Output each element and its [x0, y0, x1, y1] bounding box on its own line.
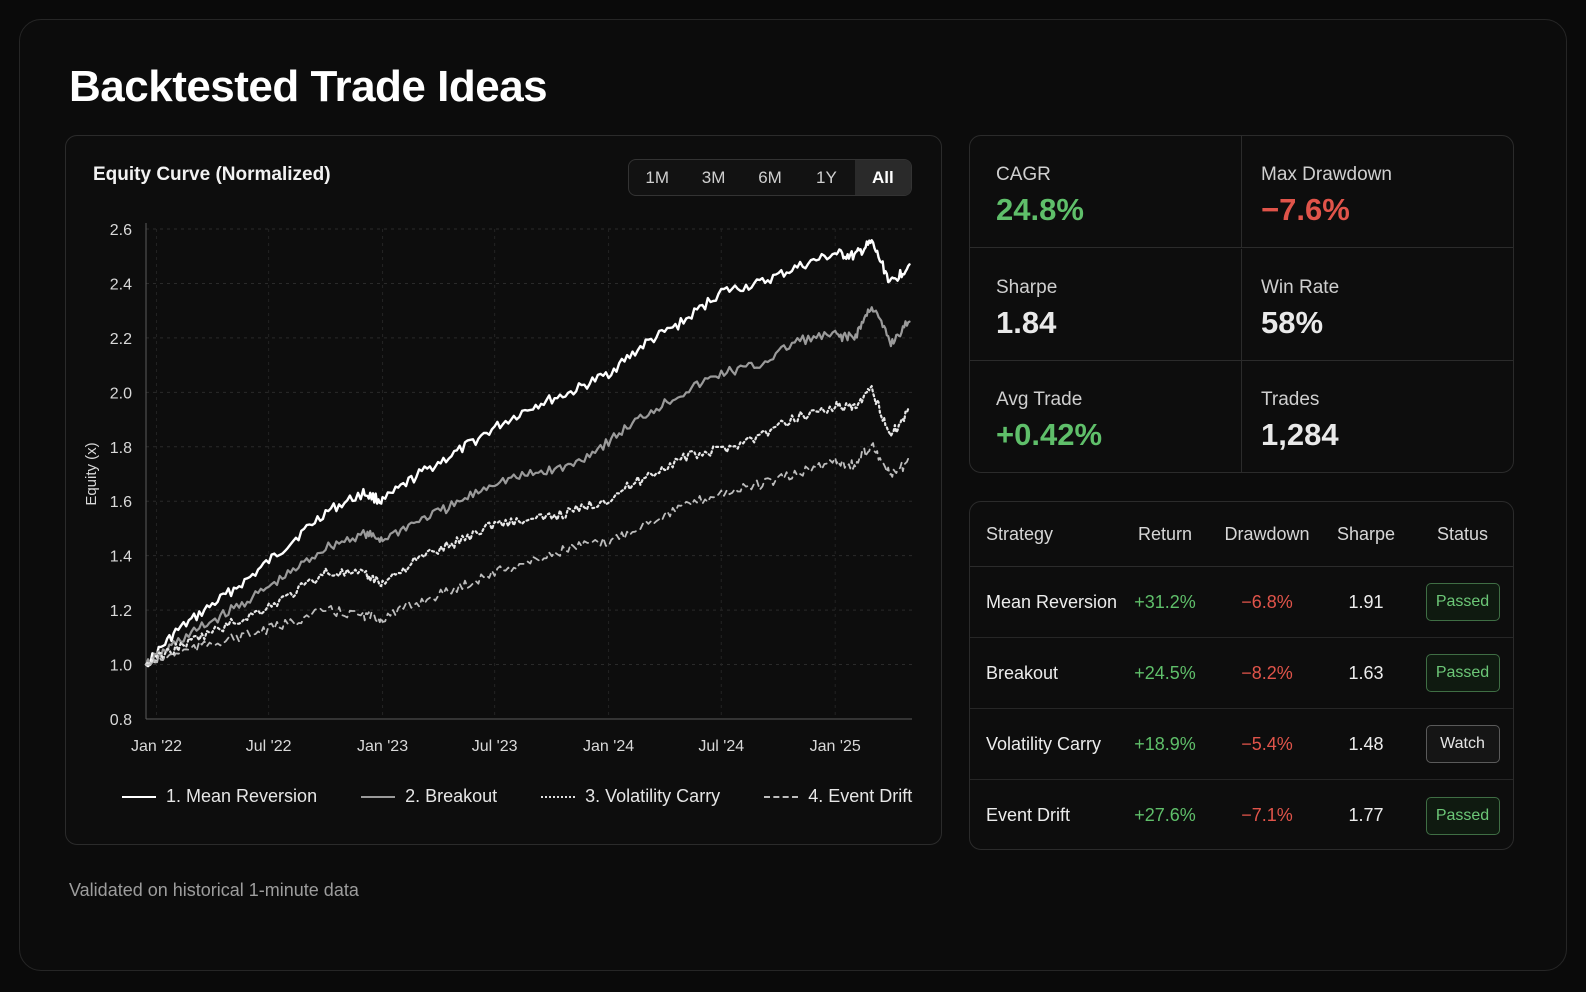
- range-selector: 1M 3M 6M 1Y All: [628, 159, 912, 196]
- table-row[interactable]: Event Drift +27.6% −7.1% 1.77 Passed: [970, 780, 1513, 849]
- x-tick-label: Jul '23: [472, 738, 518, 755]
- x-tick-label: Jan '25: [810, 738, 861, 755]
- series-mean-reversion-line: [144, 239, 911, 668]
- legend-label: 2. Breakout: [405, 786, 498, 806]
- status-badge[interactable]: Passed: [1425, 583, 1500, 621]
- cell-drawdown: −6.8%: [1241, 591, 1293, 612]
- legend-swatch-dotted: [541, 795, 576, 798]
- metric-label: CAGR: [996, 164, 1051, 185]
- cell-strategy: Volatility Carry: [986, 733, 1102, 754]
- cell-sharpe: 1.77: [1348, 805, 1384, 825]
- cell-drawdown: −5.4%: [1241, 733, 1293, 754]
- cell-strategy: Breakout: [986, 662, 1059, 683]
- series-volatility-carry-line: [144, 385, 911, 666]
- metric-sharpe: Sharpe 1.84: [970, 249, 1242, 361]
- metric-label: Sharpe: [996, 277, 1058, 298]
- x-tick-label: Jan '24: [583, 738, 634, 755]
- status-badge[interactable]: Passed: [1425, 654, 1500, 692]
- range-6m-button[interactable]: 6M: [758, 167, 782, 187]
- metric-label: Max Drawdown: [1261, 164, 1392, 185]
- legend-item-event-drift[interactable]: 4. Event Drift: [764, 786, 912, 807]
- metric-avg-trade: Avg Trade +0.42%: [970, 361, 1242, 472]
- table-row[interactable]: Breakout +24.5% −8.2% 1.63 Passed: [970, 638, 1513, 709]
- metric-cagr: CAGR 24.8%: [970, 136, 1242, 248]
- metric-trades: Trades 1,284: [1235, 361, 1513, 472]
- strategy-table: Strategy Return Drawdown Sharpe Status M…: [969, 501, 1514, 850]
- legend-item-volatility-carry[interactable]: 3. Volatility Carry: [541, 786, 720, 807]
- series-breakout-line: [144, 306, 911, 666]
- equity-chart: 0.8 1.0 1.2 1.4 1.6 1.8 2.0 2.2 2.4 2.6 Jan '22 Jul…: [83, 222, 912, 755]
- x-tick-label: Jul '24: [698, 738, 744, 755]
- cell-sharpe: 1.91: [1348, 591, 1384, 612]
- metric-win-rate: Win Rate 58%: [1235, 249, 1513, 361]
- legend-item-breakout[interactable]: 2. Breakout: [361, 786, 497, 807]
- table-row[interactable]: Mean Reversion +31.2% −6.8% 1.91 Passed: [970, 567, 1513, 638]
- header-sharpe[interactable]: Sharpe: [1336, 523, 1396, 544]
- cell-drawdown: −7.1%: [1241, 805, 1293, 825]
- legend-swatch-gray: [361, 795, 396, 798]
- metrics-card: CAGR 24.8% Max Drawdown −7.6% Sharpe 1.8…: [969, 135, 1514, 473]
- equity-chart-panel: Equity Curve (Normalized) 1M 3M 6M 1Y Al…: [65, 135, 942, 845]
- metric-value: +0.42%: [996, 417, 1103, 452]
- legend-label: 4. Event Drift: [808, 786, 913, 806]
- cell-return: +31.2%: [1134, 591, 1196, 612]
- range-1m-button[interactable]: 1M: [645, 167, 670, 187]
- y-tick-label: 2.0: [110, 385, 132, 402]
- footnote: Validated on historical 1-minute data: [69, 880, 359, 900]
- y-tick-label: 1.0: [110, 658, 132, 675]
- metric-value: 1,284: [1261, 417, 1339, 452]
- chart-legend: 1. Mean Reversion 2. Breakout 3. Volatil…: [122, 786, 922, 807]
- x-tick-label: Jan '23: [357, 738, 408, 755]
- header-strategy[interactable]: Strategy: [986, 523, 1054, 544]
- series-event-drift-line: [145, 442, 911, 666]
- page-title: Backtested Trade Ideas: [69, 62, 548, 111]
- legend-swatch-solid: [122, 795, 156, 798]
- metric-value: 24.8%: [996, 192, 1084, 227]
- metric-max-drawdown: Max Drawdown −7.6%: [1235, 136, 1513, 248]
- metric-label: Win Rate: [1261, 277, 1340, 298]
- cell-return: +18.9%: [1134, 733, 1196, 754]
- y-tick-label: 2.4: [110, 276, 132, 293]
- cell-sharpe: 1.63: [1348, 662, 1384, 683]
- cell-return: +24.5%: [1134, 662, 1196, 683]
- x-tick-label: Jul '22: [246, 738, 292, 755]
- y-tick-label: 2.6: [110, 222, 132, 239]
- x-tick-label: Jan '22: [131, 738, 182, 755]
- metric-value: −7.6%: [1261, 192, 1350, 227]
- header-return[interactable]: Return: [1137, 523, 1193, 544]
- metric-value: 1.84: [996, 305, 1057, 340]
- y-tick-label: 1.4: [110, 549, 132, 566]
- table-header: Strategy Return Drawdown Sharpe Status: [970, 502, 1513, 567]
- y-tick-label: 1.8: [110, 440, 132, 457]
- metric-label: Avg Trade: [996, 389, 1083, 410]
- metric-label: Trades: [1261, 389, 1320, 410]
- y-tick-label: 2.2: [110, 331, 132, 348]
- header-status[interactable]: Status: [1436, 523, 1489, 544]
- y-axis-title: Equity (x): [83, 442, 100, 505]
- status-badge[interactable]: Watch: [1425, 725, 1500, 763]
- range-1y-button[interactable]: 1Y: [816, 167, 837, 187]
- y-tick-label: 1.2: [110, 603, 132, 620]
- legend-swatch-dashed: [764, 795, 799, 798]
- legend-label: 3. Volatility Carry: [585, 786, 721, 806]
- range-3m-button[interactable]: 3M: [701, 167, 726, 187]
- y-tick-label: 0.8: [110, 712, 132, 729]
- range-all-button[interactable]: All: [854, 160, 911, 195]
- cell-return: +27.6%: [1134, 805, 1196, 825]
- cell-strategy: Event Drift: [986, 805, 1071, 825]
- cell-sharpe: 1.48: [1348, 733, 1384, 754]
- table-row[interactable]: Volatility Carry +18.9% −5.4% 1.48 Watch: [970, 709, 1513, 780]
- header-drawdown[interactable]: Drawdown: [1224, 523, 1310, 544]
- metric-value: 58%: [1261, 305, 1324, 340]
- cell-drawdown: −8.2%: [1241, 662, 1293, 683]
- legend-item-mean-reversion[interactable]: 1. Mean Reversion: [122, 786, 317, 807]
- status-badge[interactable]: Passed: [1425, 796, 1500, 835]
- y-tick-label: 1.6: [110, 494, 132, 511]
- legend-label: 1. Mean Reversion: [166, 786, 318, 806]
- chart-title: Equity Curve (Normalized): [93, 164, 331, 185]
- cell-strategy: Mean Reversion: [986, 591, 1118, 612]
